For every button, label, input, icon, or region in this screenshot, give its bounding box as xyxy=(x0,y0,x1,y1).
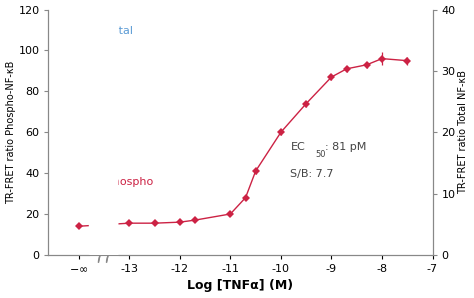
Text: Total: Total xyxy=(107,26,133,36)
X-axis label: Log [TNFα] (M): Log [TNFα] (M) xyxy=(187,280,293,292)
Text: : 81 pM: : 81 pM xyxy=(325,142,366,152)
Text: EC: EC xyxy=(291,142,305,152)
Bar xyxy=(90,10,117,255)
Bar xyxy=(89,10,117,255)
Text: Phospho: Phospho xyxy=(107,177,154,187)
Bar xyxy=(90,10,117,255)
Y-axis label: TR-FRET ratio Total NF-κB: TR-FRET ratio Total NF-κB xyxy=(458,70,468,194)
Y-axis label: TR-FRET ratio Phospho-NF-κB: TR-FRET ratio Phospho-NF-κB xyxy=(6,60,16,204)
Text: 50: 50 xyxy=(315,150,326,159)
Text: S/B: 7.7: S/B: 7.7 xyxy=(291,169,334,179)
